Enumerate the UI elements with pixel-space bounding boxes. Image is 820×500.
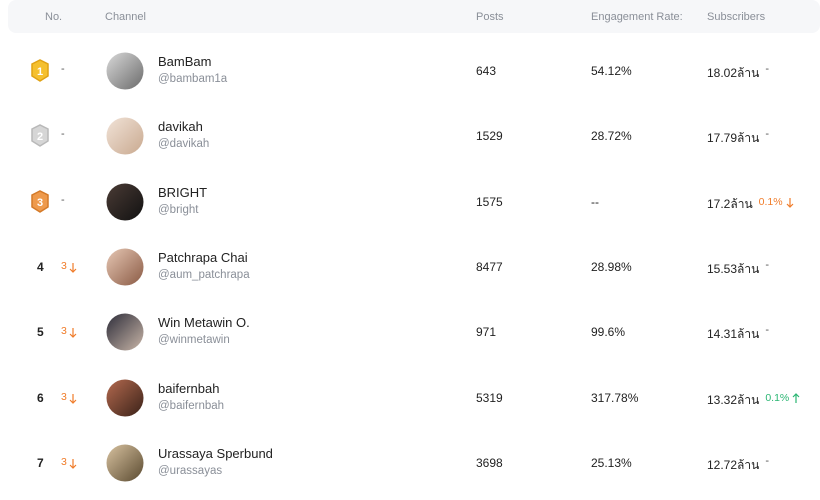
avatar-circle [106,379,144,416]
subscribers-change: - [765,63,769,75]
medal-shape [31,124,49,148]
posts: 3698 [476,455,503,470]
avatar [106,248,144,286]
avatar [106,313,144,351]
avatar [106,183,144,221]
avatar [106,444,144,482]
avatar [106,52,144,90]
avatar-circle [106,183,144,221]
subscribers: 17.2ล้าน [707,196,753,211]
medal-rank: 1 [37,66,43,78]
rank-change: 3 [61,455,67,468]
medal-rank: 2 [37,131,43,143]
channel-handle: @urassayas [158,464,223,477]
posts: 1575 [476,194,503,209]
posts: 5319 [476,390,503,405]
subscribers: 13.32ล้าน [707,392,760,407]
subscribers-change: 0.1% [765,391,790,404]
posts: 8477 [476,259,503,274]
trend-arrow [69,262,77,273]
trend-arrow [786,197,794,208]
rank-change: 3 [61,259,67,272]
avatar-circle [106,248,144,286]
engagement-rate: 54.12% [591,64,632,78]
channel-name: Patchrapa Chai [158,249,248,265]
subscribers: 17.79ล้าน [707,131,760,146]
header-subscribers: Subscribers [707,11,766,23]
arrow [69,262,77,273]
rank-change: 3 [61,325,67,338]
rank-change: - [61,128,65,141]
arrow [69,393,77,404]
engagement-rate: -- [591,194,599,209]
rank-change: 3 [61,390,67,403]
subscribers: 15.53ล้าน [707,261,760,276]
rank-number: 7 [37,455,44,470]
trend-arrow [792,392,800,403]
channel-name: BamBam [158,54,212,69]
table-header: No. Channel Posts Engagement Rate: Subsc… [8,0,820,33]
channel-name: Urassaya Sperbund [158,445,273,461]
header-engagement: Engagement Rate: [591,11,683,23]
channel-name: BRIGHT [158,184,208,200]
channel-name: Win Metawin O. [158,315,250,331]
arrow [786,197,794,208]
channel-handle: @bright [158,203,199,216]
arrow [792,392,800,403]
posts: 1529 [476,129,503,144]
avatar [106,379,144,416]
medal: 1 [31,59,49,82]
channel-handle: @baifernbah [158,399,225,412]
channel-handle: @davikah [158,138,210,151]
medal-shape [31,59,49,82]
posts: 971 [476,325,497,340]
posts: 643 [476,64,497,78]
engagement-rate: 28.72% [591,129,632,144]
arrow [69,458,77,469]
trend-arrow [69,393,77,404]
subscribers-change: - [765,128,769,141]
channel-handle: @winmetawin [158,334,230,347]
subscribers: 14.31ล้าน [707,327,760,342]
medal-shape [31,189,49,213]
rank-change: - [61,193,65,206]
engagement-rate: 317.78% [591,390,639,405]
channel-name: davikah [158,119,203,135]
avatar [106,117,144,155]
avatar-circle [106,117,144,155]
header-posts: Posts [476,11,504,23]
subscribers: 12.72ล้าน [707,457,760,472]
avatar-circle [106,444,144,482]
rank-number: 6 [37,390,44,405]
channel-name: baifernbah [158,380,220,396]
header-no: No. [45,11,63,23]
rank-change: - [61,63,65,75]
rank-number: 4 [37,259,44,274]
subscribers-change: - [765,258,769,271]
medal-rank: 3 [37,197,43,209]
engagement-rate: 99.6% [591,325,626,340]
engagement-rate: 28.98% [591,259,632,274]
medal: 3 [31,189,49,213]
avatar-circle [106,52,144,90]
channel-handle: @bambam1a [158,73,228,85]
subscribers-change: 0.1% [758,195,783,208]
header-channel: Channel [105,11,146,23]
arrow [69,328,77,339]
subscribers-change: - [765,454,769,467]
channel-handle: @aum_patchrapa [158,268,250,281]
trend-arrow [69,328,77,339]
medal: 2 [31,124,49,148]
trend-arrow [69,458,77,469]
avatar-circle [106,313,144,351]
rank-number: 5 [37,325,44,340]
engagement-rate: 25.13% [591,455,632,470]
subscribers: 18.02ล้าน [707,66,760,80]
subscribers-change: - [765,324,769,337]
